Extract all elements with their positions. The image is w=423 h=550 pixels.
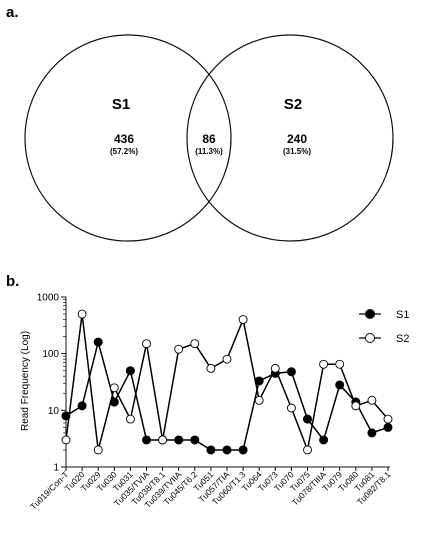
data-point-s2 [383,414,393,424]
data-point-s2 [286,403,296,413]
line-chart: Read Frequency (Log) 1 10 100 1000 Tu019/Co… [20,293,409,512]
data-point-s1 [206,445,216,455]
panel-b-label: b. [6,273,19,290]
data-point-s2 [142,339,151,349]
venn-s1-name: S1 [112,96,130,113]
data-point-s2 [222,354,232,364]
legend-label-s1: S1 [396,309,409,321]
y-tick-label: 1000 [37,293,60,304]
data-point-s2 [206,363,216,373]
data-point-s1 [142,435,151,445]
venn-s2-name: S2 [284,96,302,113]
data-point-s1 [303,414,312,424]
venn-circle-s1 [24,34,232,242]
y-tick-label: 10 [48,406,60,417]
data-point-s2 [254,395,264,405]
data-point-s2 [319,359,329,369]
data-point-s1 [335,380,345,390]
data-point-s1 [174,435,184,445]
venn-diagram: S1 436 (57.2%) 86 (11.3%) S2 240 (31.5%) [24,34,394,242]
data-point-s2 [367,395,377,405]
data-point-s1 [222,445,232,455]
data-point-s1 [238,445,248,455]
data-point-s1 [286,367,296,377]
data-point-s2 [303,445,312,455]
legend-marker-s2 [365,333,375,343]
series-layer [61,309,393,455]
data-point-s2 [238,315,248,324]
data-point-s2 [61,435,71,445]
data-point-s2 [109,383,119,393]
data-point-s2 [77,309,87,319]
data-point-s1 [383,422,393,432]
data-point-s2 [158,435,168,445]
x-tick-label: Tu019/Con-T [28,469,70,511]
data-point-s1 [77,401,87,411]
venn-s1-pct: (57.2%) [110,147,138,156]
data-point-s1 [367,428,377,438]
x-ticks: Tu019/Con-TTu020Tu029Tu030Tu031Tu035/TVI… [28,467,393,512]
y-tick-label: 1 [53,463,59,474]
venn-intersection-count: 86 [202,132,216,146]
legend-marker-s1 [365,309,375,319]
data-point-s2 [93,445,103,455]
data-point-s1 [93,337,103,347]
data-point-s2 [125,414,135,424]
venn-s1-count: 436 [114,132,134,146]
data-point-s1 [61,411,71,421]
venn-intersection-pct: (11.3%) [195,147,223,156]
venn-s2-pct: (31.5%) [283,147,311,156]
data-point-s2 [174,344,184,354]
venn-s2-count: 240 [287,132,307,146]
data-point-s1 [125,366,135,376]
panel-a-label: a. [6,4,19,21]
data-point-s2 [190,339,200,349]
venn-circle-s2 [186,34,394,242]
data-point-s2 [335,359,345,369]
y-axis-label: Read Frequency (Log) [20,331,31,431]
legend: S1 S2 [359,309,409,345]
data-point-s2 [270,363,280,373]
data-point-s1 [190,435,200,445]
data-point-s2 [351,401,361,411]
y-tick-label: 100 [42,349,59,360]
legend-label-s2: S2 [396,333,409,345]
y-ticks: 1 10 100 1000 [37,293,66,474]
data-point-s1 [319,435,329,445]
